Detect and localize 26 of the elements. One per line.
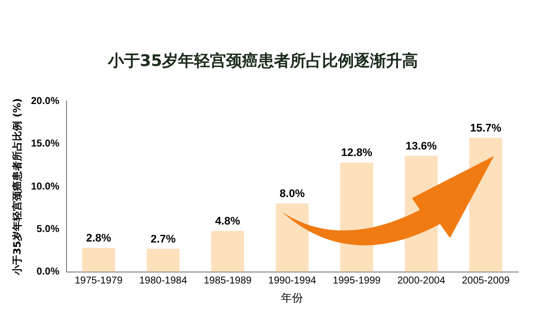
data-label: 15.7%	[470, 122, 502, 134]
data-label: 8.0%	[280, 188, 305, 200]
chart-title: 小于35岁年轻宫颈癌患者所占比例逐渐升高	[106, 50, 418, 70]
x-tick-label: 1985-1989	[204, 276, 252, 287]
data-label: 12.8%	[341, 147, 373, 160]
bar	[276, 204, 309, 272]
x-tick-label: 2000-2004	[397, 276, 446, 287]
data-label: 4.8%	[215, 215, 240, 228]
x-axis-title: 年份	[281, 291, 304, 304]
x-tick-label: 2005-2009	[462, 276, 510, 287]
bar	[211, 230, 244, 272]
y-tick-label: 15.0%	[30, 138, 60, 150]
data-label: 13.6%	[406, 140, 438, 152]
x-tick-label: 1990-1994	[268, 276, 317, 287]
bar	[146, 248, 180, 272]
x-tick-label: 1995-1999	[332, 276, 382, 287]
data-label: 2.8%	[86, 232, 112, 244]
bar	[82, 248, 116, 272]
data-label: 2.7%	[150, 233, 176, 246]
x-tick-label: 1980-1984	[139, 276, 188, 287]
y-tick-label: 5.0%	[36, 224, 60, 235]
y-tick-label: 20.0%	[30, 96, 60, 107]
y-tick-label: 10.0%	[30, 181, 60, 192]
x-tick-label: 1975-1979	[74, 276, 123, 287]
y-tick-label: 0.0%	[36, 266, 60, 278]
y-axis-title: 小于35岁年轻宫颈癌患者所占比例 (%)	[12, 98, 24, 276]
